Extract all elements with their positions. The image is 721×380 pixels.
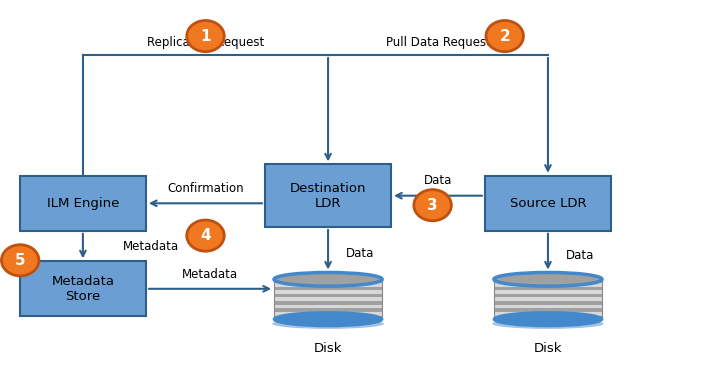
Ellipse shape: [1, 245, 39, 276]
Text: Metadata: Metadata: [123, 239, 179, 253]
Text: Replication Request: Replication Request: [147, 36, 264, 49]
Text: 1: 1: [200, 28, 211, 44]
Polygon shape: [494, 305, 602, 308]
Polygon shape: [274, 315, 382, 319]
Text: Metadata: Metadata: [182, 268, 238, 281]
Ellipse shape: [187, 220, 224, 251]
Polygon shape: [494, 315, 602, 319]
Ellipse shape: [414, 190, 451, 221]
Polygon shape: [274, 305, 382, 308]
Text: Disk: Disk: [314, 342, 342, 355]
Polygon shape: [274, 301, 382, 305]
Text: Pull Data Request: Pull Data Request: [386, 36, 490, 49]
Text: 3: 3: [428, 198, 438, 213]
Polygon shape: [494, 294, 602, 298]
FancyBboxPatch shape: [265, 164, 391, 227]
Polygon shape: [494, 312, 602, 315]
FancyBboxPatch shape: [20, 261, 146, 316]
Ellipse shape: [486, 21, 523, 52]
Ellipse shape: [274, 272, 382, 286]
Text: Destination
LDR: Destination LDR: [290, 182, 366, 210]
Text: 5: 5: [15, 253, 25, 268]
Polygon shape: [274, 287, 382, 290]
Polygon shape: [274, 294, 382, 298]
FancyBboxPatch shape: [485, 176, 611, 231]
FancyBboxPatch shape: [20, 176, 146, 231]
Text: Metadata
Store: Metadata Store: [51, 275, 115, 303]
Text: Source LDR: Source LDR: [510, 197, 586, 210]
Ellipse shape: [187, 21, 224, 52]
Text: Data: Data: [346, 247, 374, 260]
Polygon shape: [274, 290, 382, 294]
Polygon shape: [274, 312, 382, 315]
Ellipse shape: [274, 312, 382, 326]
Polygon shape: [494, 287, 602, 290]
Polygon shape: [494, 308, 602, 312]
Text: Disk: Disk: [534, 342, 562, 355]
Polygon shape: [274, 283, 382, 287]
Text: ILM Engine: ILM Engine: [47, 197, 119, 210]
Polygon shape: [494, 290, 602, 294]
Ellipse shape: [492, 318, 604, 329]
Polygon shape: [274, 279, 382, 283]
Polygon shape: [494, 298, 602, 301]
Ellipse shape: [273, 318, 384, 329]
Polygon shape: [494, 279, 602, 283]
Ellipse shape: [494, 312, 602, 326]
Polygon shape: [494, 301, 602, 305]
Polygon shape: [274, 298, 382, 301]
Ellipse shape: [494, 272, 602, 286]
Text: Data: Data: [424, 174, 452, 187]
Text: 4: 4: [200, 228, 211, 243]
Text: Confirmation: Confirmation: [167, 182, 244, 195]
Polygon shape: [494, 283, 602, 287]
Polygon shape: [274, 308, 382, 312]
Text: Data: Data: [566, 249, 594, 261]
Text: 2: 2: [500, 28, 510, 44]
